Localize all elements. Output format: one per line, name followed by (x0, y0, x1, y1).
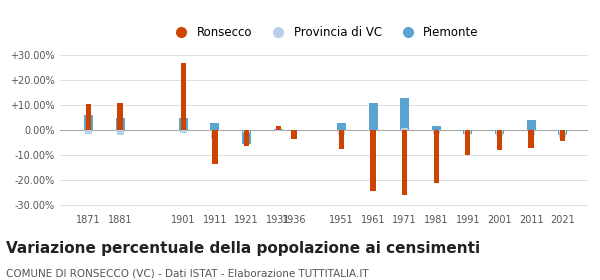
Bar (212, 130, 218, 164)
Bar (560, 130, 565, 141)
Bar (338, 130, 345, 135)
Legend: Ronsecco, Provincia di VC, Piemonte: Ronsecco, Provincia di VC, Piemonte (165, 21, 483, 44)
Bar (275, 127, 281, 130)
Text: Variazione percentuale della popolazione ai censimenti: Variazione percentuale della popolazione… (6, 241, 480, 256)
Bar (529, 130, 533, 148)
Bar (181, 63, 186, 130)
Bar (401, 128, 408, 130)
Bar (339, 130, 344, 149)
Bar (86, 104, 91, 130)
Bar (465, 130, 470, 155)
Bar (402, 130, 407, 195)
Bar (118, 103, 122, 130)
Bar (370, 130, 377, 131)
Bar (244, 130, 249, 146)
Bar (497, 130, 502, 150)
Bar (337, 123, 346, 130)
Bar (242, 130, 251, 144)
Bar (289, 130, 298, 131)
Bar (85, 130, 92, 134)
Bar (527, 120, 536, 130)
Bar (211, 130, 218, 139)
Bar (116, 118, 125, 130)
Bar (211, 123, 220, 130)
Bar (84, 115, 93, 130)
Bar (496, 130, 503, 136)
Bar (559, 130, 566, 138)
Bar (400, 98, 409, 130)
Bar (243, 130, 250, 133)
Text: COMUNE DI RONSECCO (VC) - Dati ISTAT - Elaborazione TUTTITALIA.IT: COMUNE DI RONSECCO (VC) - Dati ISTAT - E… (6, 269, 368, 279)
Bar (180, 130, 187, 133)
Bar (495, 130, 504, 134)
Bar (370, 130, 376, 191)
Bar (368, 103, 377, 130)
Bar (463, 130, 472, 134)
Bar (432, 127, 441, 130)
Bar (179, 118, 188, 130)
Bar (434, 130, 439, 183)
Bar (433, 130, 440, 134)
Bar (527, 130, 535, 135)
Bar (558, 130, 567, 135)
Bar (274, 129, 283, 130)
Bar (464, 130, 472, 135)
Bar (116, 130, 124, 135)
Bar (292, 130, 296, 139)
Bar (275, 130, 282, 131)
